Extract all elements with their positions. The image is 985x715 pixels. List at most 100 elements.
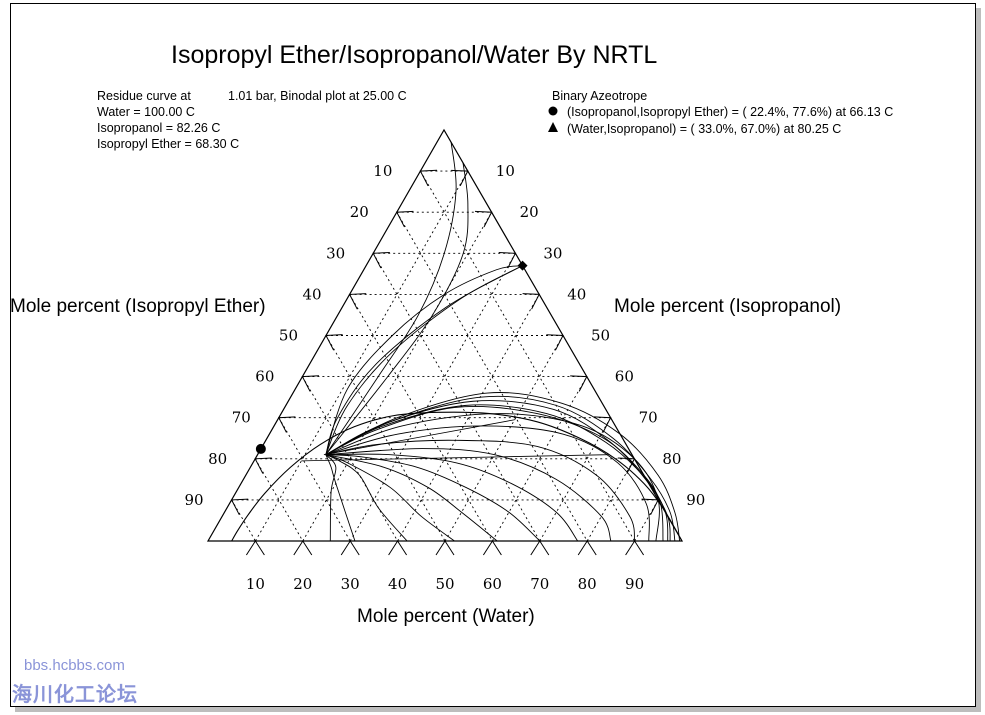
info-water-bp: Water = 100.00 C [97,105,195,119]
grid-line-water-20 [302,211,492,542]
residue-curve-2 [325,454,356,542]
tie-lines [301,419,609,462]
tick-label-bottom-40: 40 [388,575,407,593]
tick-right-50 [546,334,564,351]
tick-left-80 [395,210,414,228]
residue-curve-9 [325,439,636,542]
tick-left-30 [277,416,296,433]
tick-right-40 [570,375,588,392]
axis-title-left: Mole percent (Isopropyl Ether) [10,296,266,317]
azeotrope-point-1 [255,443,266,454]
ternary-triangle [206,128,684,542]
grid-line-water-10 [255,170,469,542]
tick-label-bottom-80: 80 [578,575,597,593]
info-isopropanol-bp: Isopropanol = 82.26 C [97,121,220,135]
tick-labels: 10 20 30 40 50 60 70 80 90 10 20 30 40 50 60 70 80 90 90 80… [185,162,706,593]
triangle-outline [206,128,684,542]
tick-label-left-50: 50 [279,327,298,345]
info-ether-bp: Isopropyl Ether = 68.30 C [97,137,239,151]
grid-line-ether-60 [302,376,398,542]
tick-bottom-10 [245,540,265,556]
watermark-url: bbs.hcbbs.com [24,657,125,674]
residue-curve-3 [325,454,408,542]
tick-label-bottom-70: 70 [530,575,549,593]
tick-marks [230,169,660,556]
tick-label-bottom-50: 50 [435,575,454,593]
tick-left-20 [254,457,272,474]
tick-label-bottom-90: 90 [625,575,644,593]
grid-line-water-50 [444,335,564,542]
tick-label-left-80: 80 [208,450,227,468]
tick-label-right-10: 10 [496,162,515,180]
tick-bottom-30 [340,540,360,556]
tie-line-2 [301,454,609,462]
chart-title: Isopropyl Ether/Isopropanol/Water By NRT… [171,41,657,69]
tick-label-left-20: 20 [350,203,369,221]
residue-curve-13 [325,404,669,542]
watermark-site: 海川化工论坛 [12,684,138,706]
tick-bottom-60 [482,540,502,556]
frame-shadow-right [976,8,981,708]
azeotrope-triangle-icon [548,122,558,132]
grid-line-ether-70 [278,417,351,542]
residue-curve-8 [325,448,612,542]
azeotrope-2-label: (Water,Isopropanol) = ( 33.0%, 67.0%) at… [567,122,841,136]
residue-curve-19 [325,265,523,455]
tick-label-left-40: 40 [303,285,322,303]
tick-label-left-60: 60 [255,368,274,386]
tick-label-right-70: 70 [639,409,658,427]
tick-bottom-50 [435,540,455,556]
grid-line-ether-10 [420,170,635,542]
residue-curve-10 [325,425,650,542]
residue-curve-20 [325,142,457,455]
residue-curve-14 [325,400,671,542]
grid-lines [231,170,659,542]
tick-label-left-90: 90 [185,491,204,509]
tick-label-bottom-60: 60 [483,575,502,593]
tick-bottom-40 [388,540,408,556]
binodal-line [231,411,683,542]
tick-left-50 [325,334,343,351]
tick-label-right-40: 40 [567,285,586,303]
tick-label-bottom-30: 30 [341,575,360,593]
grid-line-water-30 [349,253,516,542]
azeotrope-header: Binary Azeotrope [552,89,647,103]
tick-right-80 [474,210,493,228]
grid-line-ether-20 [396,211,588,542]
tick-label-left-30: 30 [326,244,345,262]
residue-curve-16 [325,392,681,542]
residue-curve-11 [325,413,660,542]
tick-left-10 [230,498,249,515]
azeotrope-circle-icon [548,106,558,116]
tie-line-1 [323,419,515,456]
tick-label-left-70: 70 [232,409,251,427]
tick-label-right-30: 30 [543,244,562,262]
tick-left-70 [372,251,390,269]
tick-right-10 [641,498,660,515]
tick-bottom-70 [530,540,550,556]
tick-label-right-80: 80 [662,450,681,468]
grid-line-water-60 [492,376,588,542]
residue-curve-7 [325,453,579,542]
grid-line-water-80 [586,458,635,542]
grid-line-ether-30 [372,253,541,542]
residue-curve-6 [325,454,541,542]
tick-label-bottom-10: 10 [246,575,265,593]
tick-left-60 [348,293,367,310]
info-line1-prefix: Residue curve at [97,89,191,103]
grid-line-water-40 [397,294,540,542]
tick-right-60 [522,293,541,310]
residue-curves [325,142,681,542]
tick-bottom-80 [577,540,597,556]
azeotrope-point-2 [517,260,528,271]
chart-frame [10,3,976,707]
tick-label-right-60: 60 [615,368,634,386]
binodal-curve [231,411,683,542]
residue-curve-5 [325,454,498,542]
axis-title-right: Mole percent (Isopropanol) [614,296,841,317]
grid-line-ether-80 [254,458,304,542]
tick-label-right-90: 90 [686,491,705,509]
axis-title-bottom: Mole percent (Water) [357,606,535,627]
tick-label-right-50: 50 [591,327,610,345]
